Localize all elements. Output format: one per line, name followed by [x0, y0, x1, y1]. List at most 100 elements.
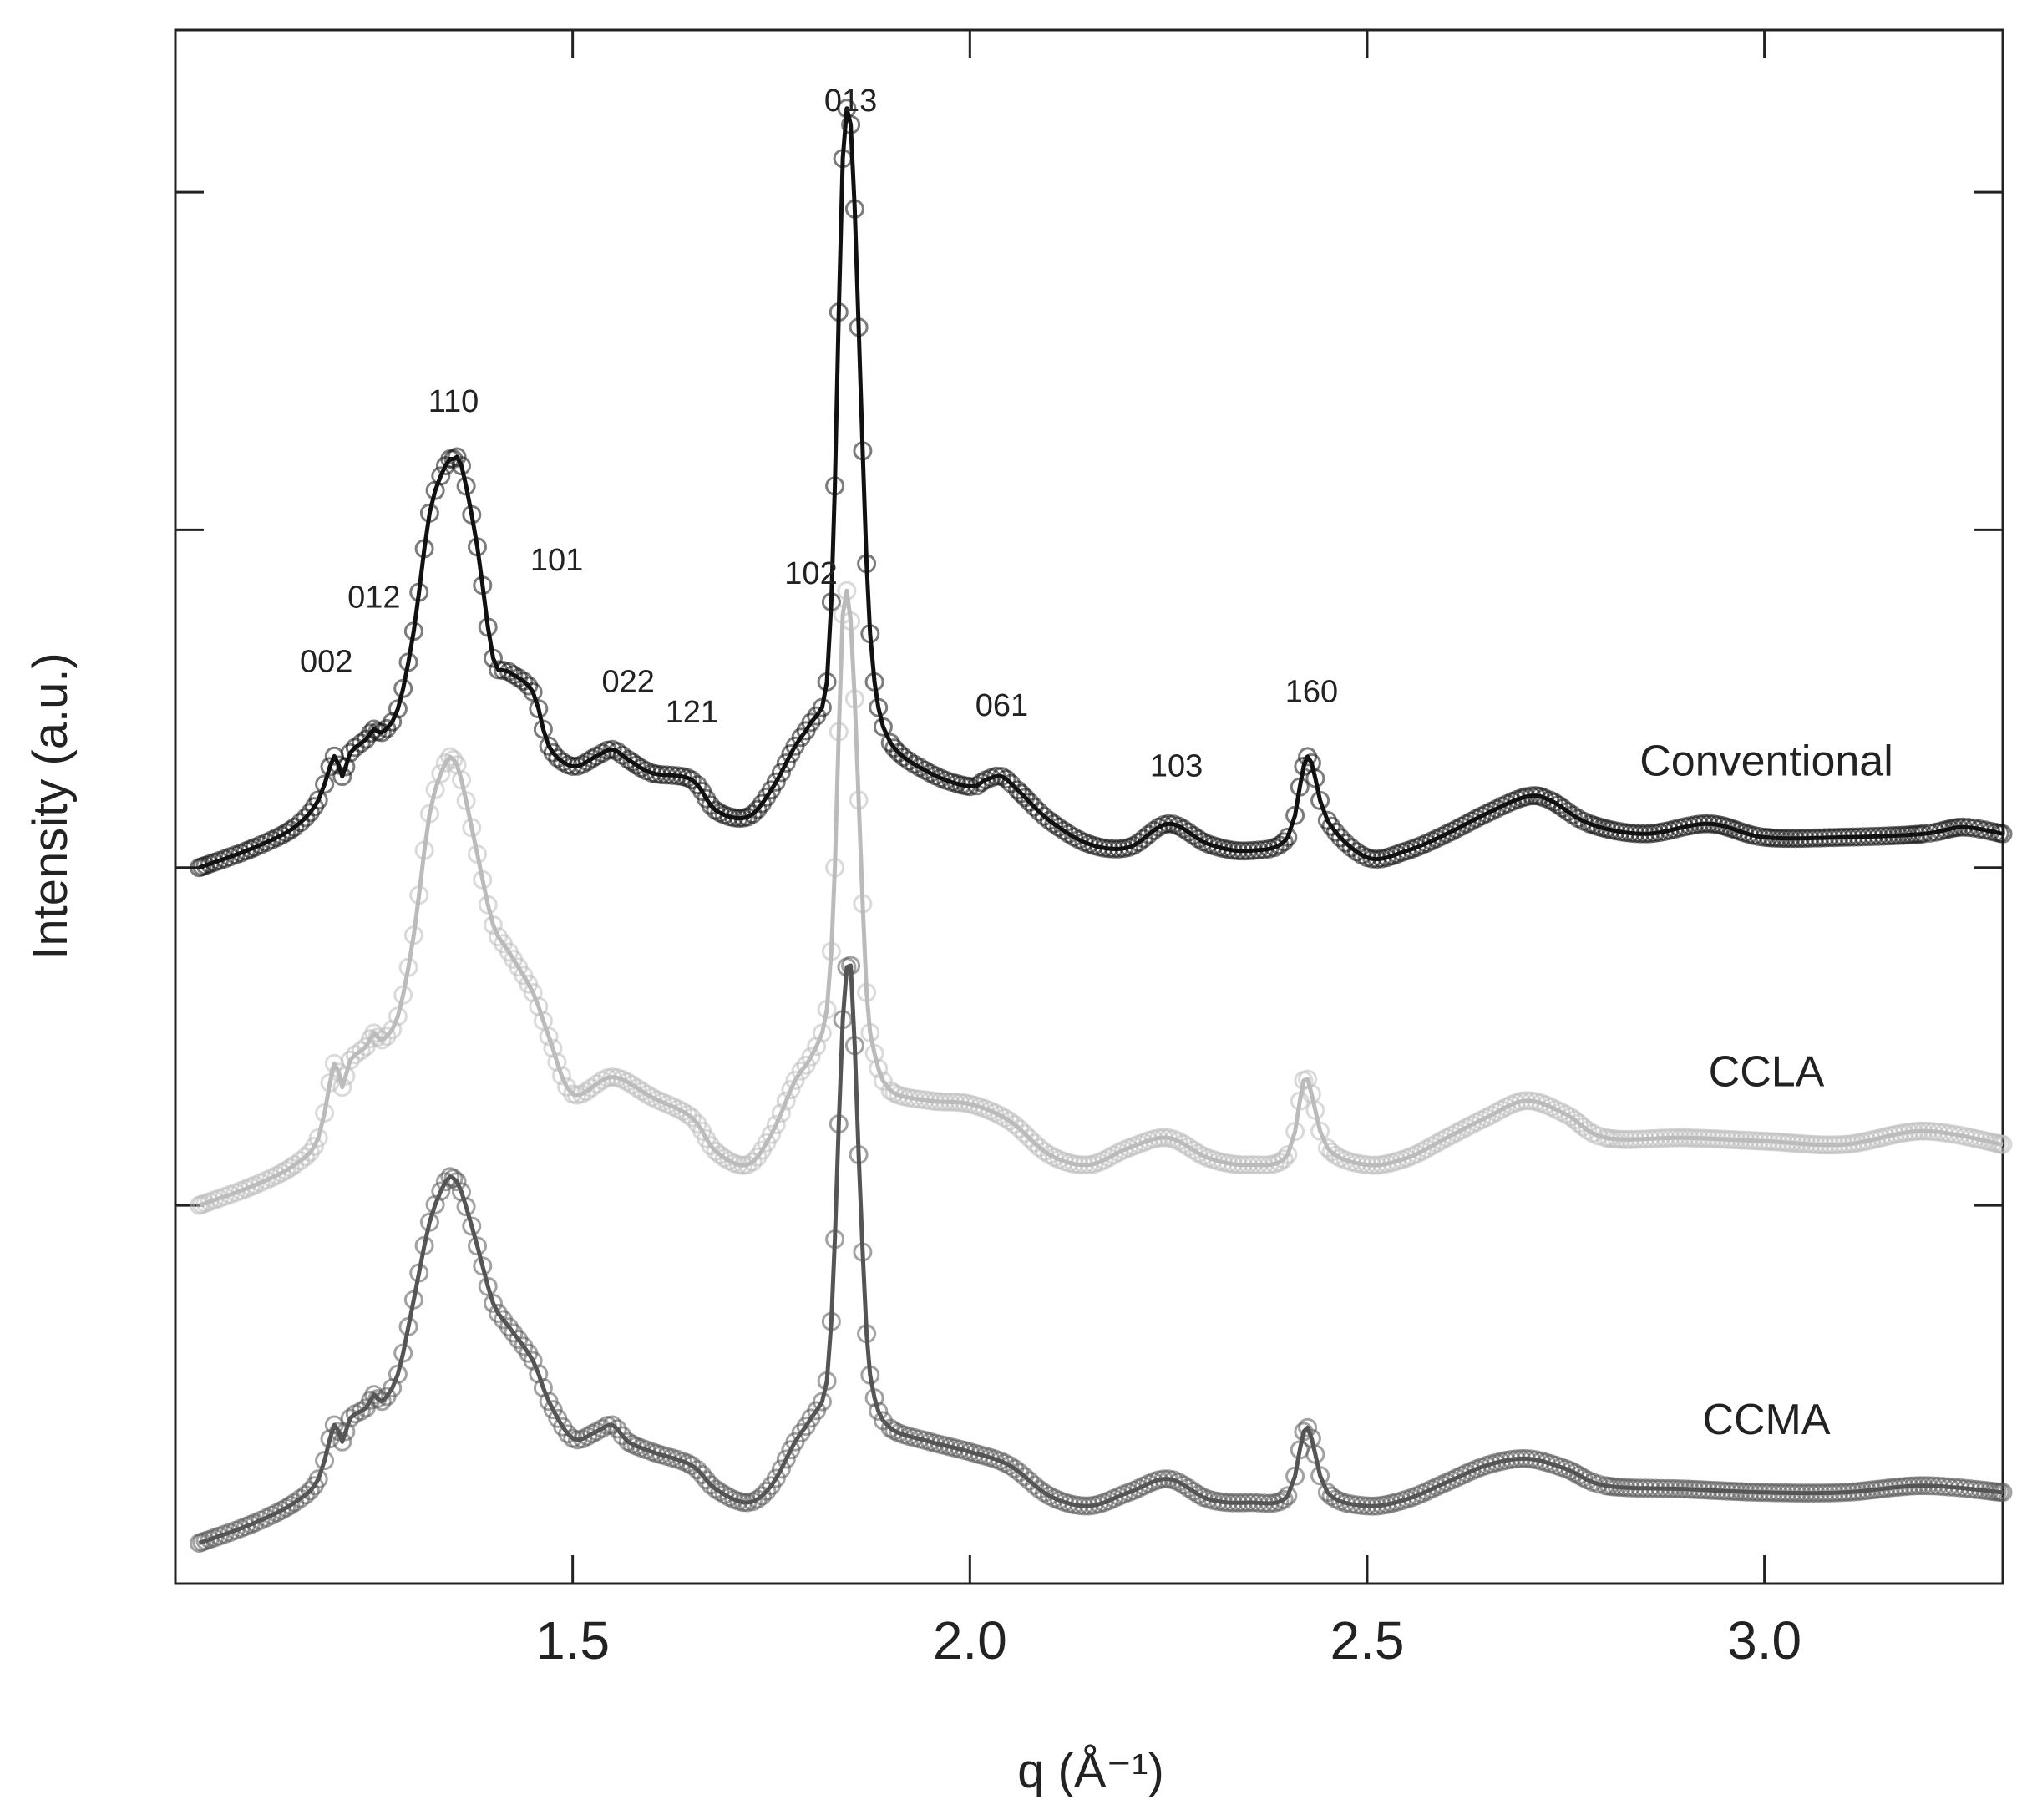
data-point [431, 1181, 451, 1201]
series-line [198, 588, 2004, 1208]
data-point [781, 1080, 801, 1100]
data-point [551, 1066, 571, 1086]
peak-label: 110 [428, 384, 479, 419]
data-point [543, 1038, 563, 1058]
data-point [372, 1030, 392, 1050]
data-point [1278, 1145, 1298, 1164]
data-point [771, 763, 791, 783]
data-point [281, 1495, 301, 1515]
data-point [473, 1256, 493, 1276]
data-point [308, 790, 328, 810]
x-tick-label: 1.5 [535, 1610, 610, 1670]
data-point [1178, 822, 1198, 842]
data-point [757, 1481, 777, 1501]
data-point [766, 1468, 786, 1488]
data-point [1049, 817, 1069, 837]
data-point [771, 1103, 791, 1123]
series-labels: Conventional CCLA CCMA [1639, 737, 1893, 1444]
peak-label: 002 [300, 644, 352, 679]
data-point [791, 1061, 811, 1081]
data-point [431, 466, 451, 486]
data-point [1035, 1142, 1054, 1162]
plot-frame [174, 28, 2004, 1585]
data-point [340, 1050, 360, 1070]
data-point [1030, 1479, 1049, 1499]
series-name-label: Conventional [1639, 737, 1893, 785]
series-name-label: CCLA [1709, 1047, 1825, 1096]
data-point [456, 1197, 476, 1217]
series-ccla [190, 580, 2013, 1215]
series-layer [190, 99, 2013, 1553]
data-point [431, 763, 451, 783]
data-point [776, 1091, 796, 1111]
peak-label: 013 [824, 84, 877, 119]
peak-label: 012 [347, 580, 400, 615]
data-point [771, 1459, 791, 1479]
series-ccma [190, 956, 2013, 1553]
data-point [372, 1392, 392, 1412]
data-point [766, 1115, 786, 1134]
data-point [1278, 1486, 1298, 1506]
data-point [478, 1276, 498, 1296]
data-point [626, 755, 646, 775]
data-point [484, 1293, 503, 1313]
data-point [602, 1415, 622, 1435]
series-line [198, 106, 2004, 870]
data-point [462, 1216, 482, 1236]
data-point [489, 1303, 508, 1323]
data-point [1010, 1118, 1030, 1138]
data-point [1298, 1417, 1318, 1437]
data-point [869, 1402, 889, 1421]
data-point [1001, 773, 1021, 793]
peak-label: 022 [601, 665, 654, 700]
data-point [543, 1400, 563, 1420]
data-point [1173, 819, 1193, 839]
data-point [340, 743, 360, 763]
data-point [1558, 802, 1578, 822]
data-point [468, 1236, 487, 1256]
data-point [447, 1172, 467, 1192]
data-point [776, 753, 796, 773]
x-tick-label: 2.0 [933, 1610, 1007, 1670]
data-point [514, 672, 534, 691]
data-point [622, 1075, 642, 1095]
peak-label: 121 [666, 695, 718, 730]
data-point [766, 772, 786, 792]
data-point [291, 813, 311, 833]
data-point [548, 748, 568, 768]
data-point [484, 915, 503, 935]
data-point [1573, 1117, 1594, 1137]
data-point [332, 1432, 352, 1452]
peak-label: 160 [1285, 675, 1338, 710]
data-point [801, 712, 821, 733]
x-tick-label: 2.5 [1330, 1610, 1404, 1670]
data-point [801, 1047, 821, 1067]
peak-label: 101 [530, 543, 583, 578]
data-point [447, 447, 467, 467]
data-point [285, 817, 305, 837]
data-point [1278, 827, 1298, 847]
data-point [762, 1124, 781, 1144]
data-point [742, 1152, 763, 1172]
data-point [1553, 798, 1573, 818]
data-point [332, 767, 352, 787]
data-point [1330, 828, 1350, 848]
peak-label: 061 [975, 688, 1028, 723]
data-point [539, 1027, 559, 1047]
data-point [523, 682, 543, 702]
data-point [996, 769, 1016, 789]
data-point [1178, 1478, 1198, 1498]
data-point [308, 1469, 328, 1489]
peak-label: 103 [1150, 749, 1203, 784]
x-ticks: 1.5 2.0 2.5 3.0 [535, 30, 1801, 1670]
x-tick-label: 3.0 [1727, 1610, 1801, 1670]
data-point [1183, 825, 1203, 845]
series-conventional [190, 99, 2013, 878]
y-axis-title: Intensity (a.u.) [23, 652, 78, 959]
data-point [547, 1052, 567, 1072]
data-point [682, 770, 702, 790]
data-point [776, 1449, 796, 1469]
data-point [1321, 816, 1341, 836]
y-ticks [175, 190, 2003, 1207]
